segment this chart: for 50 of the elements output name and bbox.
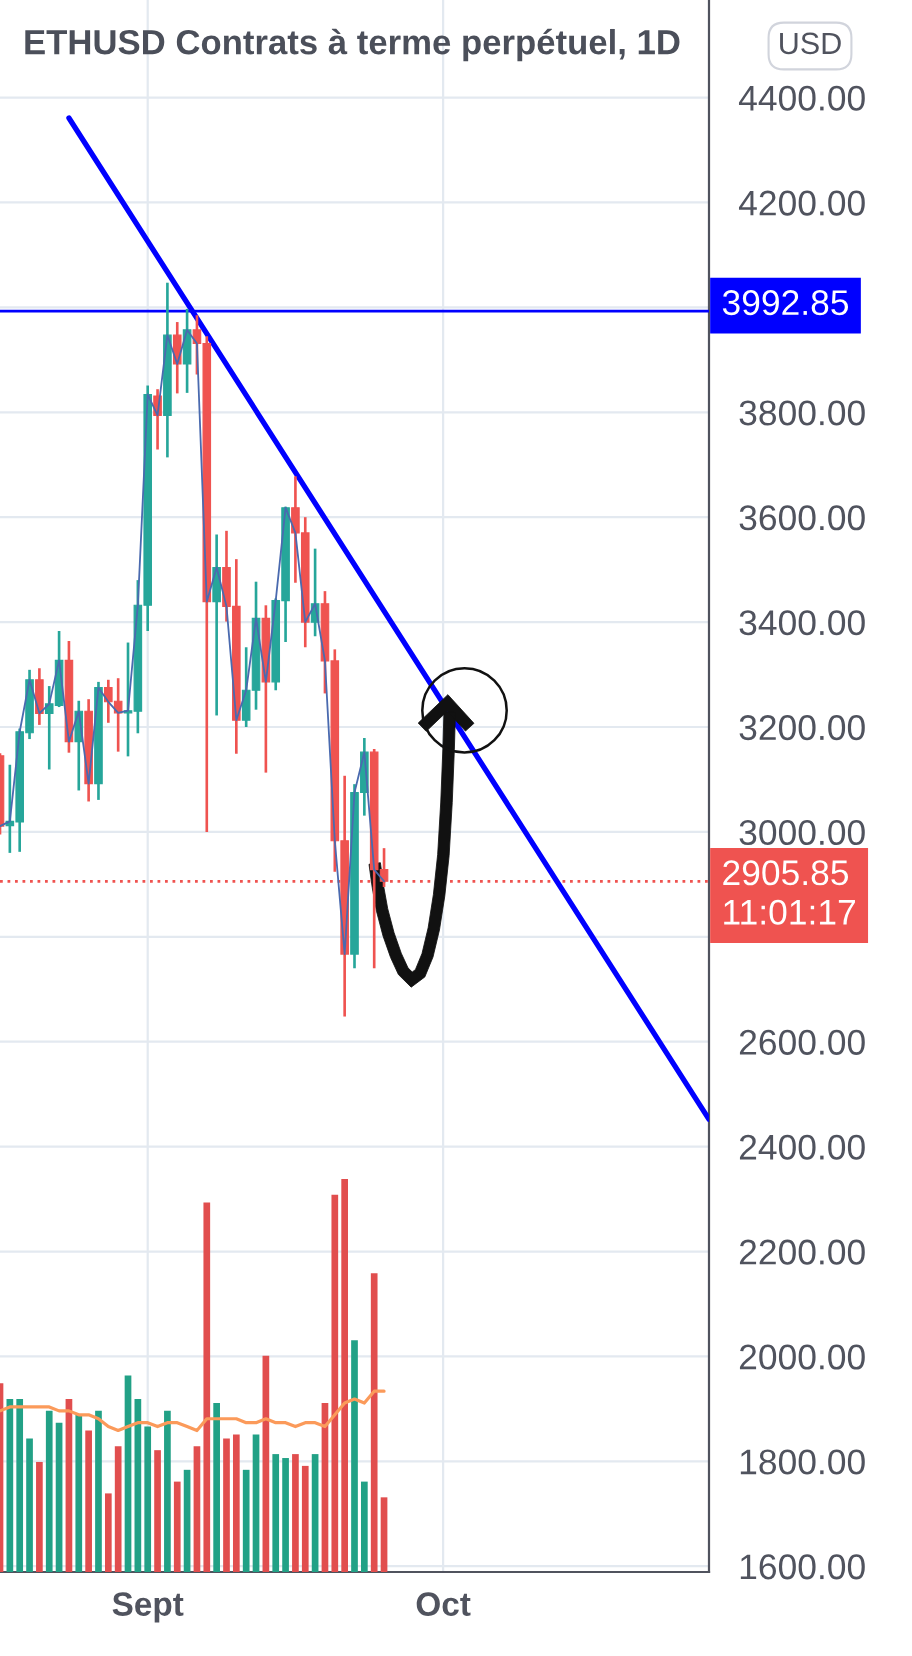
text: ETHUSD Contrats à terme perpétuel, 1D (25, 28, 680, 62)
bar (144, 1426, 152, 1572)
bar (370, 1273, 378, 1572)
bar (85, 1430, 92, 1572)
bar (341, 1179, 348, 1572)
bar (282, 1458, 289, 1572)
x-tick-label: Oct (416, 1592, 471, 1616)
y-tick-label: 4400.00 (738, 85, 865, 111)
bar (380, 1497, 388, 1572)
y-tick-label: 3600.00 (739, 505, 865, 531)
bar (26, 1438, 33, 1572)
bar (75, 1414, 83, 1572)
bar (154, 1450, 161, 1572)
bar (114, 1446, 122, 1572)
bar (104, 1493, 112, 1572)
bar (45, 1410, 53, 1572)
bar (242, 1469, 250, 1572)
bar (252, 1434, 260, 1572)
y-tick-label: 2000.00 (739, 1344, 865, 1370)
y-tick-label: 3000.00 (739, 820, 865, 846)
bar (311, 1454, 319, 1572)
bar (272, 1454, 280, 1572)
y-tick-label: 1600.00 (740, 1554, 865, 1580)
bar (16, 1399, 24, 1572)
bar (361, 1481, 368, 1572)
bar (301, 1465, 309, 1572)
y-tick-label: 4200.00 (738, 190, 865, 216)
bar (173, 1481, 181, 1572)
bar (95, 1410, 102, 1572)
x-tick-label: Sept (112, 1592, 184, 1623)
bar (223, 1438, 230, 1572)
y-tick-label: 2400.00 (739, 1134, 865, 1160)
bar (232, 1434, 240, 1572)
y-tick-label: 2600.00 (739, 1029, 865, 1055)
bar (164, 1410, 171, 1572)
bar (351, 1340, 358, 1572)
bar (193, 1446, 201, 1572)
ref-line-label: 2905.85 11:01:17 (723, 860, 855, 925)
y-tick-label: 1800.00 (740, 1449, 865, 1475)
y-tick-label: 3400.00 (739, 610, 865, 636)
y-tick-label: 2200.00 (739, 1239, 865, 1265)
bar (213, 1403, 220, 1572)
y-tick-label: 3800.00 (739, 400, 865, 426)
y-axis-title: USD (780, 32, 841, 55)
bar (36, 1461, 43, 1572)
bar (331, 1194, 339, 1572)
y-tick-label: 3200.00 (739, 715, 865, 741)
ref-line-label: 3992.85 (722, 290, 849, 316)
bar (203, 1202, 211, 1572)
bar (292, 1454, 299, 1572)
